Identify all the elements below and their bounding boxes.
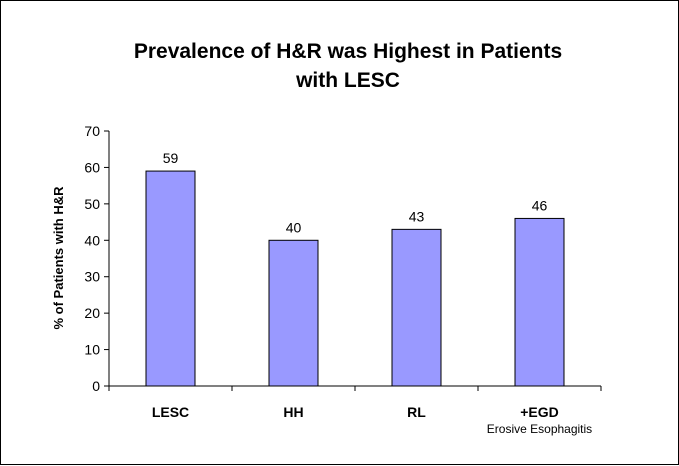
data-label: 59: [163, 150, 179, 166]
x-category-label: LESC: [152, 404, 189, 420]
y-tick-label: 20: [84, 305, 100, 321]
y-tick-label: 50: [84, 196, 100, 212]
data-label: 43: [409, 208, 425, 224]
y-tick-label: 30: [84, 269, 100, 285]
data-label: 46: [532, 197, 548, 213]
plot-area: 59 40 43 46 0 10 20 30 40 50 60 70 LESC HH RL +EGD Erosi…: [84, 123, 602, 436]
bar-egd: [514, 217, 565, 387]
x-category-label: +EGD: [520, 404, 559, 420]
chart-title-line-1: Prevalence of H&R was Highest in Patient…: [134, 40, 562, 63]
y-axis-label: % of Patients with H&R: [51, 186, 66, 330]
chart-title-line-2: with LESC: [295, 69, 400, 92]
y-tick-label: 10: [84, 342, 100, 358]
y-tick-label: 0: [92, 378, 100, 394]
x-category-label: HH: [283, 404, 303, 420]
y-tick-label: 70: [84, 123, 100, 139]
x-category-label: RL: [407, 404, 426, 420]
bar-rl: [391, 228, 442, 387]
x-category-sublabel: Erosive Esophagitis: [487, 422, 592, 436]
y-tick-label: 60: [84, 159, 100, 175]
y-tick-label: 40: [84, 232, 100, 248]
bar-hh: [268, 239, 319, 387]
data-label: 40: [286, 219, 302, 235]
bar-lesc: [145, 170, 196, 387]
